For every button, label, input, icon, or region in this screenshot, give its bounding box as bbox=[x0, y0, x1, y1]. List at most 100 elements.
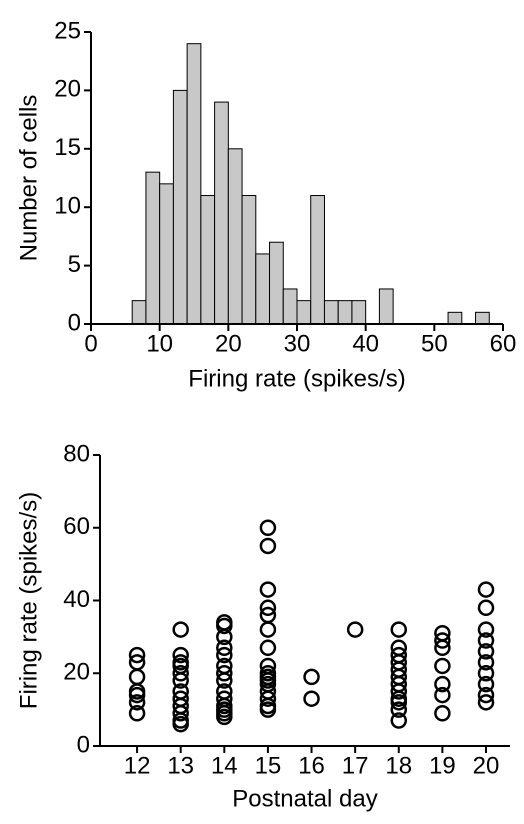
point bbox=[303, 668, 320, 686]
point bbox=[434, 632, 451, 649]
point bbox=[172, 690, 189, 707]
x-tick-label: 20 bbox=[473, 752, 500, 779]
x-tick-label: 20 bbox=[215, 330, 242, 357]
y-tick-label: 0 bbox=[77, 731, 90, 758]
point bbox=[259, 606, 277, 624]
x-tick-label: 30 bbox=[284, 330, 311, 357]
x-tick-label: 12 bbox=[124, 752, 151, 779]
bar bbox=[296, 300, 312, 325]
bar bbox=[186, 43, 202, 325]
point bbox=[390, 701, 408, 718]
point bbox=[128, 705, 146, 722]
point bbox=[172, 646, 189, 664]
point bbox=[477, 621, 495, 638]
point bbox=[477, 665, 495, 682]
bar bbox=[475, 311, 490, 325]
point bbox=[216, 639, 233, 657]
point bbox=[128, 646, 146, 664]
point bbox=[434, 657, 451, 675]
bar bbox=[378, 288, 394, 325]
y-tick-label: 0 bbox=[68, 309, 81, 336]
bar bbox=[310, 195, 325, 325]
point bbox=[259, 665, 277, 682]
y-tick-label: 60 bbox=[63, 513, 90, 540]
point bbox=[477, 675, 495, 693]
point bbox=[216, 646, 233, 664]
point bbox=[259, 621, 277, 638]
point bbox=[128, 668, 146, 686]
point bbox=[477, 599, 495, 617]
point bbox=[390, 712, 408, 729]
point bbox=[477, 632, 495, 649]
point bbox=[259, 537, 277, 555]
y-axis-label: Firing rate (spikes/s) bbox=[15, 492, 42, 709]
point bbox=[346, 621, 364, 638]
bar bbox=[447, 311, 463, 325]
bar bbox=[214, 101, 229, 325]
point bbox=[259, 657, 277, 675]
point bbox=[477, 581, 495, 598]
bar bbox=[269, 241, 284, 325]
point bbox=[434, 686, 451, 704]
point bbox=[128, 694, 146, 711]
bar bbox=[145, 171, 161, 325]
x-tick-label: 50 bbox=[421, 330, 448, 357]
point bbox=[477, 654, 495, 671]
bar bbox=[131, 300, 147, 325]
y-tick-label: 40 bbox=[63, 586, 90, 613]
bar bbox=[241, 195, 257, 325]
point bbox=[172, 621, 189, 638]
point bbox=[216, 690, 233, 707]
bar bbox=[337, 300, 353, 325]
point bbox=[434, 624, 451, 642]
x-axis-label: Postnatal day bbox=[232, 785, 377, 812]
y-tick-label: 25 bbox=[54, 17, 81, 44]
point bbox=[477, 694, 495, 711]
point bbox=[390, 646, 408, 664]
x-tick-label: 15 bbox=[255, 752, 282, 779]
point bbox=[477, 686, 495, 704]
point bbox=[128, 654, 146, 671]
y-tick-label: 80 bbox=[63, 440, 90, 467]
point bbox=[172, 683, 189, 700]
point bbox=[259, 599, 277, 617]
y-tick-label: 20 bbox=[54, 76, 81, 103]
y-tick-label: 20 bbox=[63, 659, 90, 686]
y-tick-label: 15 bbox=[54, 134, 81, 161]
bar bbox=[227, 148, 243, 325]
point bbox=[477, 643, 495, 660]
point bbox=[434, 675, 451, 693]
y-tick-label: 10 bbox=[54, 193, 81, 220]
point bbox=[216, 657, 233, 675]
x-tick-label: 18 bbox=[385, 752, 412, 779]
point bbox=[259, 581, 277, 598]
bar bbox=[159, 183, 174, 325]
point bbox=[216, 614, 233, 631]
bar bbox=[323, 300, 339, 325]
x-tick-label: 16 bbox=[298, 752, 325, 779]
y-tick-label: 5 bbox=[68, 251, 81, 278]
x-axis-label: Firing rate (spikes/s) bbox=[188, 365, 405, 392]
x-tick-label: 17 bbox=[342, 752, 369, 779]
x-tick-label: 13 bbox=[167, 752, 194, 779]
point bbox=[172, 665, 189, 682]
bar bbox=[255, 253, 271, 325]
point bbox=[216, 665, 233, 682]
bar bbox=[200, 195, 216, 325]
point bbox=[390, 621, 408, 638]
point bbox=[172, 654, 189, 671]
point bbox=[390, 639, 408, 657]
bar bbox=[172, 89, 188, 325]
y-axis-label: Number of cells bbox=[15, 95, 42, 262]
x-tick-label: 0 bbox=[84, 330, 97, 357]
x-tick-label: 60 bbox=[490, 330, 517, 357]
point bbox=[434, 705, 451, 722]
x-tick-label: 14 bbox=[211, 752, 238, 779]
x-tick-label: 40 bbox=[352, 330, 379, 357]
bar bbox=[351, 300, 367, 325]
point bbox=[303, 690, 320, 707]
x-tick-label: 19 bbox=[429, 752, 456, 779]
point bbox=[216, 683, 233, 700]
point bbox=[259, 519, 277, 536]
